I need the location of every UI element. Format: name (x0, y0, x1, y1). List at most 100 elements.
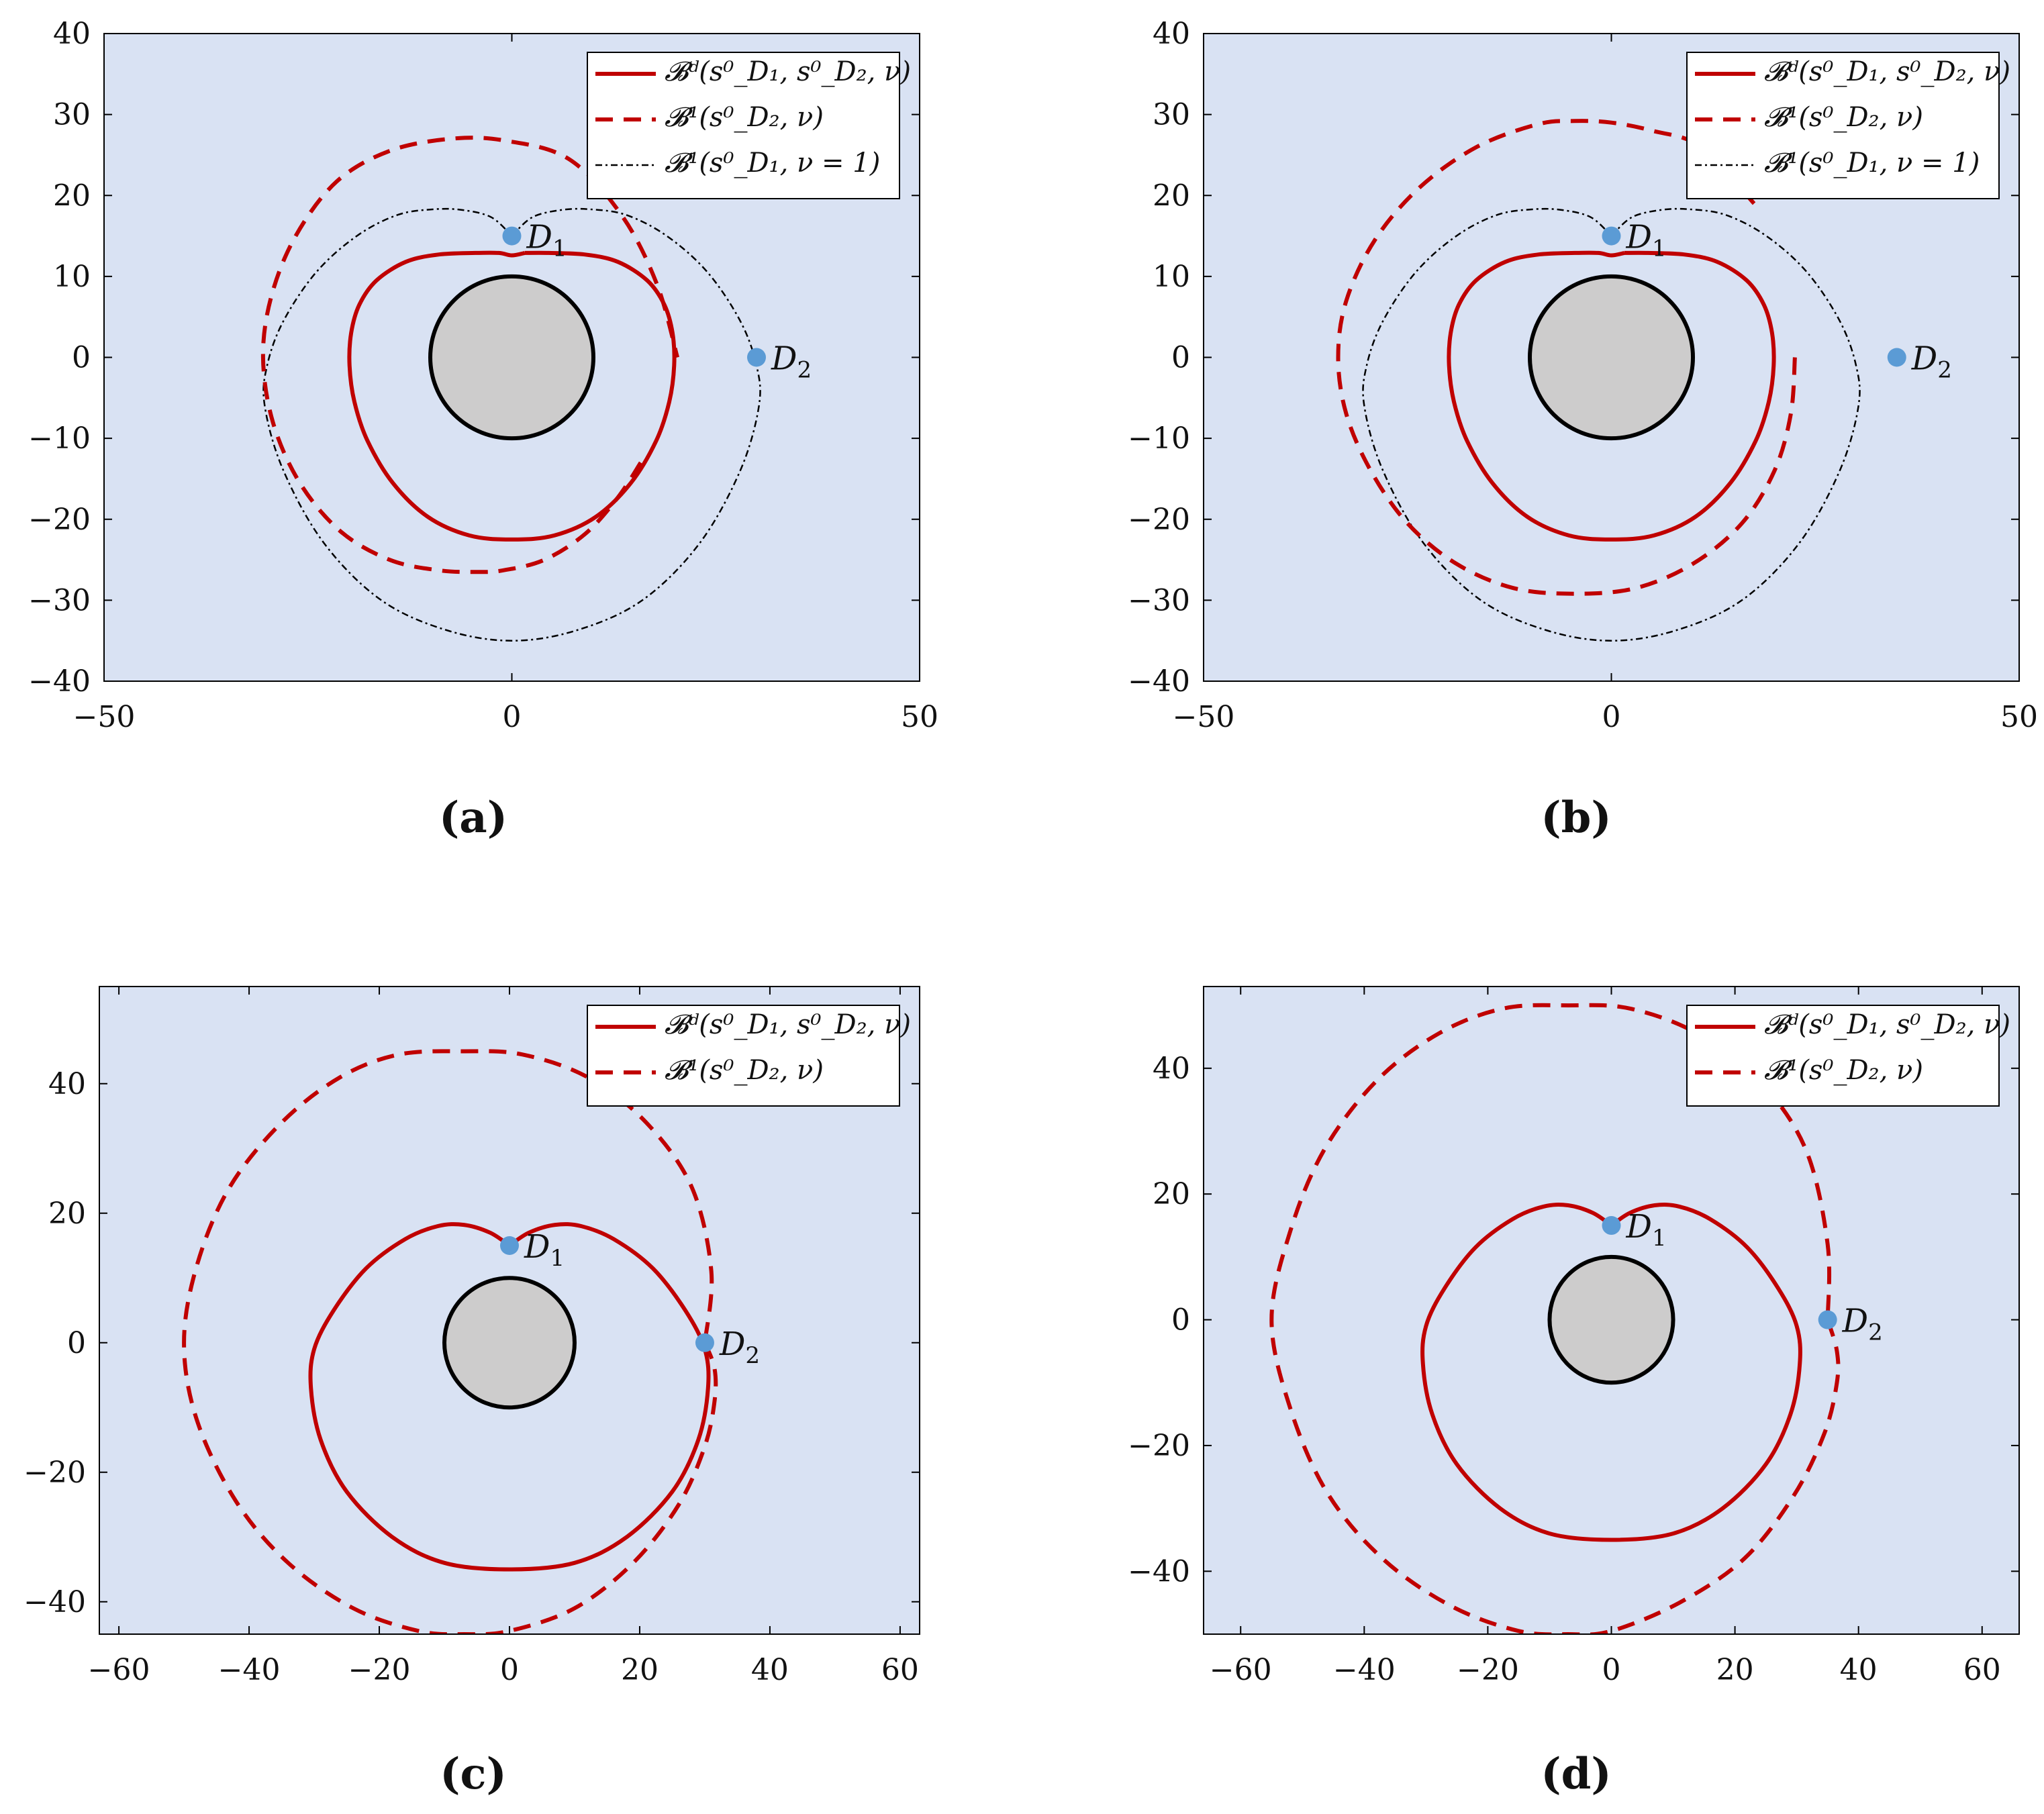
x-tick-label: 20 (621, 1653, 659, 1687)
series-line-b1-d2 (1336, 119, 1797, 596)
x-tick-label: −40 (218, 1653, 281, 1687)
panel-caption: (a) (439, 793, 507, 843)
x-tick-label: −50 (73, 700, 136, 734)
obstacle-disc (442, 1276, 577, 1410)
y-tick-label: −30 (1128, 583, 1190, 617)
series-line-b1-d2 (182, 1049, 718, 1634)
y-tick-label: 0 (67, 1326, 86, 1360)
x-tick-label: −20 (348, 1653, 411, 1687)
y-tick-label: −10 (28, 421, 91, 456)
obstacle-disc (1528, 274, 1695, 441)
legend: 𝓑ᵈ(s⁰_D₁, s⁰_D₂, ν) 𝓑¹(s⁰_D₂, ν) 𝓑¹(s⁰_D₁,… (587, 52, 911, 199)
y-tick-label: −20 (28, 503, 91, 537)
x-tick-label: 0 (500, 1653, 519, 1687)
x-tick-label: 60 (1963, 1653, 2001, 1687)
panel-caption: (b) (1541, 793, 1611, 843)
legend-label-b1-d2: 𝓑¹(s⁰_D₂, ν) (665, 102, 824, 133)
legend: 𝓑ᵈ(s⁰_D₁, s⁰_D₂, ν) 𝓑¹(s⁰_D₂, ν) (1686, 1005, 2010, 1107)
legend-label-b1-d2: 𝓑¹(s⁰_D₂, ν) (665, 1055, 824, 1086)
y-tick-label: −40 (23, 1585, 86, 1619)
x-tick-label: −50 (1173, 700, 1235, 734)
y-tick-label: 0 (72, 341, 91, 375)
x-tick-label: −60 (1210, 1653, 1272, 1687)
legend-label-bd: 𝓑ᵈ(s⁰_D₁, s⁰_D₂, ν) (665, 1009, 911, 1040)
y-tick-label: −20 (1128, 503, 1190, 537)
series-line-bd (1420, 1203, 1802, 1542)
legend-box (1686, 1005, 2000, 1107)
y-tick-label: 40 (1153, 17, 1190, 51)
y-tick-label: 30 (1153, 98, 1190, 132)
y-tick-label: −30 (28, 583, 91, 617)
y-tick-label: 40 (53, 17, 91, 51)
legend-label-b1-d2: 𝓑¹(s⁰_D₂, ν) (1764, 102, 1923, 133)
y-tick-label: −20 (23, 1456, 86, 1490)
legend-label-bd: 𝓑ᵈ(s⁰_D₁, s⁰_D₂, ν) (1764, 1009, 2010, 1040)
y-tick-label: 40 (1153, 1052, 1190, 1086)
y-tick-label: −40 (1128, 664, 1190, 699)
legend: 𝓑ᵈ(s⁰_D₁, s⁰_D₂, ν) 𝓑¹(s⁰_D₂, ν) (587, 1005, 911, 1107)
point-d1 (500, 1236, 519, 1255)
legend-label-bd: 𝓑ᵈ(s⁰_D₁, s⁰_D₂, ν) (665, 56, 911, 87)
y-tick-label: 10 (1153, 260, 1190, 294)
series-line-bd (1447, 250, 1776, 542)
x-tick-label: 0 (1602, 700, 1621, 734)
point-label-d2: D2 (1911, 340, 1952, 384)
legend-label-b1-d1: 𝓑¹(s⁰_D₁, ν = 1) (1764, 148, 1980, 179)
x-tick-label: −20 (1457, 1653, 1519, 1687)
legend-box (1686, 52, 2000, 199)
y-tick-label: 40 (48, 1067, 86, 1101)
series-line-bd (308, 1222, 711, 1572)
point-d1 (1602, 1216, 1621, 1236)
x-tick-label: −60 (88, 1653, 150, 1687)
legend-label-b1-d2: 𝓑¹(s⁰_D₂, ν) (1764, 1055, 1923, 1086)
point-label-d1: D1 (1626, 219, 1667, 262)
point-d2 (1887, 348, 1906, 367)
x-tick-label: 50 (2000, 700, 2038, 734)
y-tick-label: 20 (48, 1197, 86, 1231)
series-line-b1-d1 (1362, 207, 1861, 642)
point-d1 (1602, 226, 1621, 246)
y-tick-label: −40 (1128, 1554, 1190, 1589)
y-tick-label: 20 (1153, 179, 1190, 213)
x-tick-label: −40 (1333, 1653, 1396, 1687)
point-d1 (502, 226, 522, 246)
series-line-b1-d2 (260, 136, 679, 574)
point-d2 (1818, 1310, 1837, 1329)
x-tick-label: 60 (881, 1653, 919, 1687)
series-line-b1-d1 (262, 207, 761, 642)
panel-caption: (d) (1541, 1749, 1611, 1799)
y-tick-label: −10 (1128, 421, 1190, 456)
panel-caption: (c) (440, 1749, 507, 1799)
obstacle-disc (1547, 1254, 1675, 1385)
legend-box (587, 52, 900, 199)
plot-area (1336, 119, 1906, 642)
obstacle-disc (428, 274, 595, 441)
y-tick-label: 20 (1153, 1177, 1190, 1211)
x-tick-label: 40 (1840, 1653, 1878, 1687)
x-tick-label: 0 (1602, 1653, 1621, 1687)
legend-label-b1-d1: 𝓑¹(s⁰_D₁, ν = 1) (665, 148, 880, 179)
legend-box (587, 1005, 900, 1107)
x-tick-label: 0 (503, 700, 522, 734)
plot-area (182, 1049, 718, 1634)
y-tick-label: −20 (1128, 1429, 1190, 1463)
point-d2 (747, 348, 766, 367)
legend-label-bd: 𝓑ᵈ(s⁰_D₁, s⁰_D₂, ν) (1764, 56, 2010, 87)
series-line-bd (347, 250, 677, 542)
point-d2 (695, 1333, 714, 1352)
x-tick-label: 50 (901, 700, 938, 734)
x-tick-label: 20 (1716, 1653, 1754, 1687)
y-tick-label: 0 (1171, 1303, 1190, 1338)
y-tick-label: 20 (53, 179, 91, 213)
legend: 𝓑ᵈ(s⁰_D₁, s⁰_D₂, ν) 𝓑¹(s⁰_D₂, ν) 𝓑¹(s⁰_D₁,… (1686, 52, 2010, 199)
plot-area (260, 136, 766, 642)
y-tick-label: −40 (28, 664, 91, 699)
y-tick-label: 0 (1171, 341, 1190, 375)
y-tick-label: 30 (53, 98, 91, 132)
y-tick-label: 10 (53, 260, 91, 294)
panel-b: D1 D2 −40 −30 −20 −10 0 10 20 30 40 −50 0 50 𝓑ᵈ(s⁰_D₁,… (1128, 17, 2038, 843)
